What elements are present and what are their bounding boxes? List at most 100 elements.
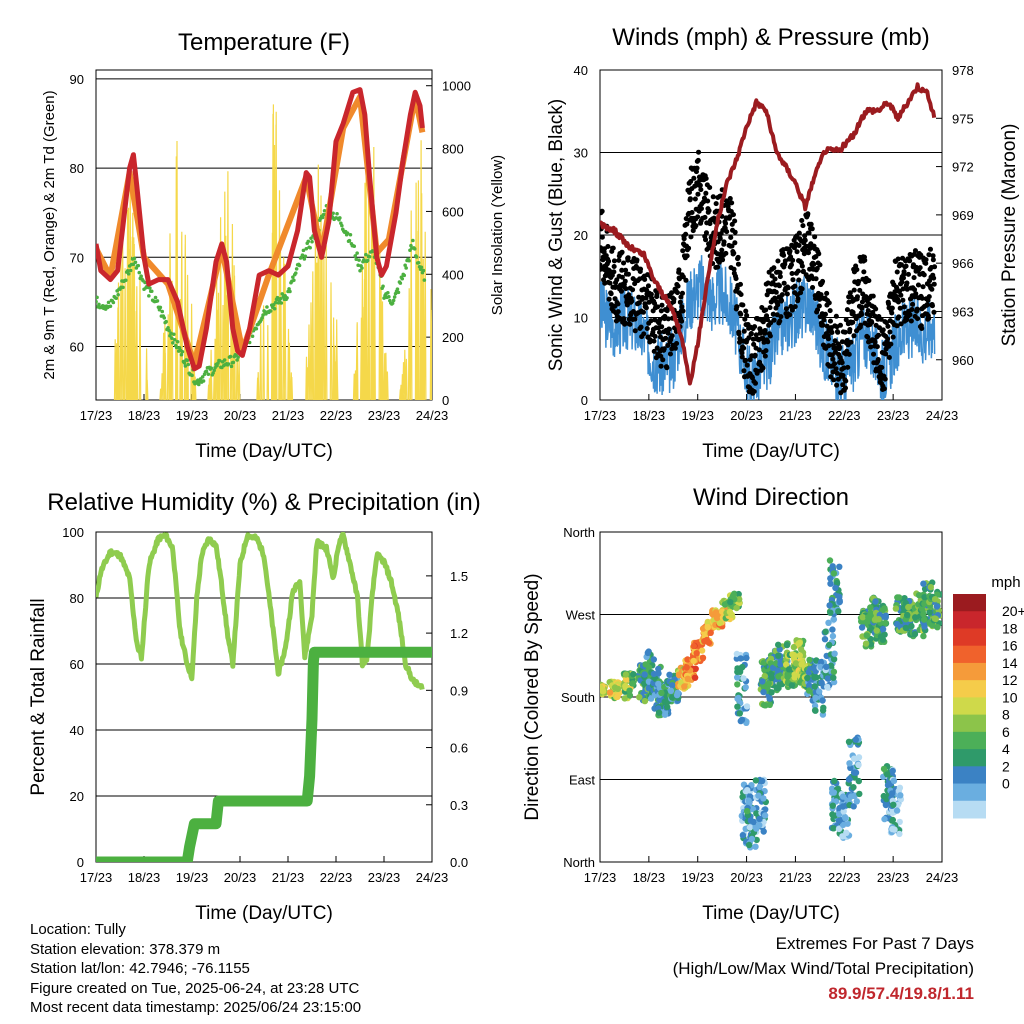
direction-point — [734, 674, 741, 681]
direction-point — [817, 659, 825, 666]
direction-point — [766, 695, 773, 702]
direction-point — [691, 674, 699, 681]
direction-point — [852, 736, 859, 743]
direction-point — [736, 710, 743, 717]
direction-point — [904, 611, 911, 619]
colorbar-swatch — [953, 800, 986, 819]
plot-frame — [95, 531, 433, 863]
precip-series — [96, 646, 432, 862]
direction-point — [817, 663, 824, 671]
direction-point — [831, 777, 838, 785]
direction-point — [650, 670, 658, 678]
y-tick-label: 60 — [70, 339, 84, 354]
direction-point — [650, 656, 657, 663]
direction-point — [760, 795, 767, 802]
direction-point — [743, 807, 751, 815]
direction-point — [767, 655, 775, 662]
x-tick-label: 22/23 — [320, 870, 353, 885]
direction-point — [825, 619, 832, 626]
y2-tick-label: 800 — [442, 142, 464, 157]
x-tick-label: 24/23 — [926, 870, 959, 885]
direction-point — [713, 614, 721, 622]
created-text: Figure created on Tue, 2025-06-24, at 23… — [30, 979, 360, 997]
direction-point — [734, 703, 741, 710]
direction-point — [614, 685, 622, 692]
direction-point — [855, 761, 862, 769]
x-tick-label: 21/23 — [272, 408, 305, 423]
extremes-title: Extremes For Past 7 Days — [775, 934, 974, 953]
recent-text: Most recent data timestamp: 2025/06/24 2… — [30, 999, 362, 1016]
direction-point — [852, 769, 860, 776]
direction-point — [889, 816, 896, 824]
direction-point — [882, 612, 889, 619]
direction-point — [830, 825, 837, 832]
x-tick-label: 18/23 — [128, 870, 161, 885]
y2-tick-label: 969 — [952, 208, 974, 223]
y-tick-label: North — [563, 525, 595, 540]
direction-point — [744, 787, 751, 794]
direction-point — [921, 623, 928, 630]
direction-point — [921, 616, 928, 623]
solar-series — [399, 140, 432, 400]
direction-point — [733, 604, 740, 612]
y-tick-label: 100 — [62, 525, 84, 540]
direction-point — [669, 682, 676, 689]
y2-tick-label: 0.0 — [450, 855, 468, 870]
direction-point — [716, 619, 723, 627]
direction-point — [769, 664, 777, 671]
direction-point — [827, 609, 834, 616]
direction-point — [921, 594, 928, 601]
direction-point — [664, 703, 671, 711]
direction-point — [753, 810, 760, 817]
direction-point — [889, 825, 896, 833]
direction-point — [761, 812, 769, 819]
x-tick-label: 17/23 — [80, 408, 113, 423]
direction-point — [862, 640, 870, 647]
y2-tick-label: 200 — [442, 330, 464, 345]
direction-point — [920, 632, 927, 640]
direction-point — [668, 694, 676, 701]
y2-tick-label: 0 — [442, 393, 449, 408]
direction-point — [824, 675, 831, 682]
direction-point — [735, 590, 742, 598]
direction-point — [707, 629, 714, 636]
direction-point — [840, 808, 847, 815]
direction-point — [600, 688, 607, 695]
y-axis-label: Percent & Total Rainfall — [28, 598, 49, 795]
direction-point — [820, 704, 827, 711]
direction-point — [867, 641, 875, 648]
direction-point — [726, 608, 734, 616]
direction-point — [788, 682, 796, 689]
direction-point — [630, 671, 637, 678]
y2-tick-label: 963 — [952, 304, 974, 319]
x-tick-label: 18/23 — [633, 408, 666, 423]
direction-point — [740, 675, 747, 682]
direction-point — [690, 657, 697, 665]
chart-title: Relative Humidity (%) & Precipitation (i… — [47, 489, 480, 516]
direction-point — [641, 671, 648, 678]
y-tick-label: 0 — [581, 393, 588, 408]
colorbar-swatch — [953, 645, 986, 664]
direction-point — [784, 673, 791, 681]
direction-point — [855, 754, 863, 761]
x-tick-label: 18/23 — [128, 408, 161, 423]
direction-point — [759, 777, 766, 785]
direction-point — [902, 624, 910, 632]
direction-point — [831, 650, 838, 657]
panel-2: Winds (mph) & Pressure (mb) Time (Day/UTC… — [546, 24, 1020, 462]
direction-point — [826, 602, 833, 609]
y-tick-label: North — [563, 855, 595, 870]
direction-point — [884, 771, 891, 778]
direction-point — [856, 790, 863, 798]
direction-point — [704, 619, 712, 626]
direction-point — [826, 641, 833, 649]
direction-point — [851, 755, 858, 762]
direction-point — [911, 631, 919, 638]
direction-point — [920, 611, 927, 618]
x-tick-label: 19/23 — [176, 870, 209, 885]
plot-area — [96, 87, 432, 400]
direction-point — [926, 609, 933, 616]
colorbar-label: 0 — [1002, 776, 1010, 792]
direction-point — [698, 647, 706, 654]
